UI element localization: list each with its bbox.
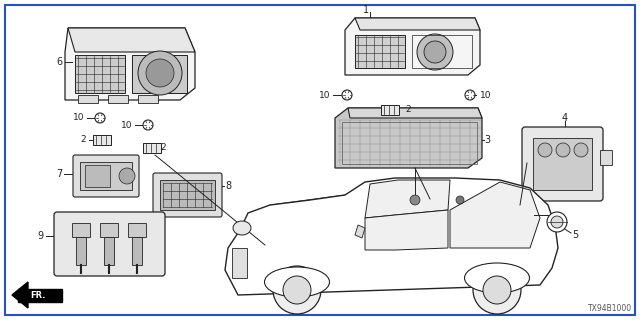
FancyBboxPatch shape <box>73 155 139 197</box>
Bar <box>342 122 477 164</box>
Bar <box>138 95 158 103</box>
Circle shape <box>273 266 321 314</box>
Circle shape <box>424 41 446 63</box>
Polygon shape <box>355 225 365 238</box>
Circle shape <box>547 212 567 232</box>
Circle shape <box>95 113 105 123</box>
Circle shape <box>574 143 588 157</box>
Text: TX94B1000: TX94B1000 <box>588 304 632 313</box>
Circle shape <box>473 266 521 314</box>
Text: 8: 8 <box>225 181 231 191</box>
Polygon shape <box>365 180 450 218</box>
Ellipse shape <box>465 263 529 293</box>
Polygon shape <box>450 182 540 248</box>
Text: 7: 7 <box>56 169 62 179</box>
Bar <box>85 165 110 187</box>
Polygon shape <box>225 178 558 295</box>
Circle shape <box>410 195 420 205</box>
Bar <box>72 223 90 237</box>
Circle shape <box>456 196 464 204</box>
Bar <box>100 223 118 237</box>
Text: 9: 9 <box>38 231 44 241</box>
Text: 10: 10 <box>319 91 330 100</box>
Circle shape <box>551 216 563 228</box>
Ellipse shape <box>264 267 330 297</box>
Text: 10: 10 <box>72 114 84 123</box>
Bar <box>132 55 187 93</box>
Text: 4: 4 <box>562 113 568 123</box>
Polygon shape <box>335 108 482 168</box>
Bar <box>80 162 132 190</box>
Text: 2: 2 <box>405 106 411 115</box>
Text: 5: 5 <box>572 230 579 240</box>
Bar <box>232 248 247 278</box>
Polygon shape <box>65 28 195 100</box>
FancyBboxPatch shape <box>54 212 165 276</box>
Polygon shape <box>12 282 28 308</box>
Circle shape <box>146 59 174 87</box>
Circle shape <box>417 34 453 70</box>
Bar <box>104 237 114 265</box>
Text: 10: 10 <box>120 121 132 130</box>
Bar <box>108 95 128 103</box>
Circle shape <box>483 276 511 304</box>
Bar <box>93 135 111 145</box>
Ellipse shape <box>233 221 251 235</box>
Circle shape <box>465 90 475 100</box>
Bar <box>533 138 592 190</box>
Circle shape <box>538 143 552 157</box>
Circle shape <box>138 51 182 95</box>
FancyBboxPatch shape <box>522 127 603 201</box>
Bar <box>355 35 405 68</box>
Bar <box>76 237 86 265</box>
Text: 3: 3 <box>484 135 490 145</box>
Polygon shape <box>365 210 448 250</box>
Bar <box>160 180 215 210</box>
Polygon shape <box>18 289 62 302</box>
Text: 1: 1 <box>363 5 369 15</box>
Bar <box>381 105 399 115</box>
Bar <box>132 237 142 265</box>
Circle shape <box>283 276 311 304</box>
Polygon shape <box>345 18 480 75</box>
Polygon shape <box>68 28 195 52</box>
Circle shape <box>143 120 153 130</box>
Text: 10: 10 <box>480 91 492 100</box>
Text: 6: 6 <box>56 57 62 67</box>
Bar <box>75 55 125 93</box>
Circle shape <box>556 143 570 157</box>
Circle shape <box>342 90 352 100</box>
Bar <box>78 95 98 103</box>
Bar <box>128 223 146 237</box>
Text: 2: 2 <box>81 135 86 145</box>
Text: FR.: FR. <box>30 291 45 300</box>
Polygon shape <box>355 18 480 30</box>
Circle shape <box>119 168 135 184</box>
Bar <box>600 150 612 165</box>
Bar <box>412 35 472 68</box>
Text: 2: 2 <box>160 143 166 153</box>
FancyBboxPatch shape <box>153 173 222 217</box>
Polygon shape <box>348 108 482 118</box>
Bar <box>143 143 161 153</box>
